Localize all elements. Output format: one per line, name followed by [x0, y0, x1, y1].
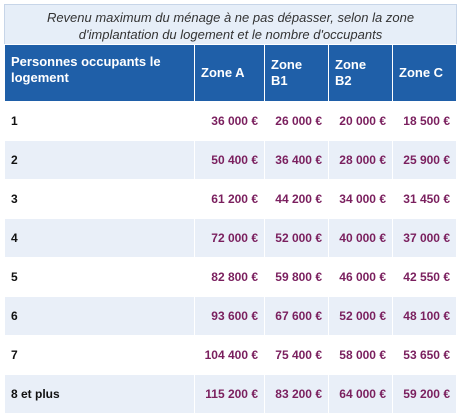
cell-zone-a: 104 400 € [194, 335, 265, 375]
cell-zone-b2: 20 000 € [328, 101, 393, 141]
row-persons: 6 [4, 296, 195, 336]
cell-zone-b1: 67 600 € [264, 296, 329, 336]
cell-zone-c: 25 900 € [392, 140, 457, 180]
income-limits-table: Revenu maximum du ménage à ne pas dépass… [4, 4, 457, 414]
cell-zone-c: 37 000 € [392, 218, 457, 258]
table-row: 8 et plus 115 200 € 83 200 € 64 000 € 59… [4, 374, 457, 414]
header-zone-a: Zone A [194, 44, 265, 102]
cell-zone-a: 61 200 € [194, 179, 265, 219]
cell-zone-b2: 46 000 € [328, 257, 393, 297]
cell-zone-c: 42 550 € [392, 257, 457, 297]
table-row: 3 61 200 € 44 200 € 34 000 € 31 450 € [4, 179, 457, 219]
header-persons: Personnes occupants le logement [4, 44, 195, 102]
header-zone-b1: Zone B1 [264, 44, 329, 102]
cell-zone-b1: 75 400 € [264, 335, 329, 375]
cell-zone-b2: 34 000 € [328, 179, 393, 219]
table-row: 2 50 400 € 36 400 € 28 000 € 25 900 € [4, 140, 457, 180]
cell-zone-b1: 59 800 € [264, 257, 329, 297]
row-persons: 5 [4, 257, 195, 297]
row-persons: 8 et plus [4, 374, 195, 414]
row-persons: 2 [4, 140, 195, 180]
row-persons: 3 [4, 179, 195, 219]
cell-zone-c: 53 650 € [392, 335, 457, 375]
cell-zone-b2: 58 000 € [328, 335, 393, 375]
cell-zone-b1: 36 400 € [264, 140, 329, 180]
row-persons: 7 [4, 335, 195, 375]
row-persons: 4 [4, 218, 195, 258]
cell-zone-b1: 52 000 € [264, 218, 329, 258]
table-caption: Revenu maximum du ménage à ne pas dépass… [4, 4, 457, 44]
cell-zone-a: 36 000 € [194, 101, 265, 141]
row-persons: 1 [4, 101, 195, 141]
cell-zone-c: 31 450 € [392, 179, 457, 219]
cell-zone-c: 59 200 € [392, 374, 457, 414]
cell-zone-a: 82 800 € [194, 257, 265, 297]
table-row: 4 72 000 € 52 000 € 40 000 € 37 000 € [4, 218, 457, 258]
cell-zone-a: 50 400 € [194, 140, 265, 180]
header-zone-c: Zone C [392, 44, 457, 102]
cell-zone-b2: 28 000 € [328, 140, 393, 180]
cell-zone-b1: 26 000 € [264, 101, 329, 141]
cell-zone-c: 48 100 € [392, 296, 457, 336]
cell-zone-b2: 40 000 € [328, 218, 393, 258]
table-row: 1 36 000 € 26 000 € 20 000 € 18 500 € [4, 101, 457, 141]
table-row: 7 104 400 € 75 400 € 58 000 € 53 650 € [4, 335, 457, 375]
header-zone-b2: Zone B2 [328, 44, 393, 102]
cell-zone-b1: 44 200 € [264, 179, 329, 219]
cell-zone-a: 115 200 € [194, 374, 265, 414]
table-row: 5 82 800 € 59 800 € 46 000 € 42 550 € [4, 257, 457, 297]
cell-zone-b2: 52 000 € [328, 296, 393, 336]
table-row: 6 93 600 € 67 600 € 52 000 € 48 100 € [4, 296, 457, 336]
cell-zone-b2: 64 000 € [328, 374, 393, 414]
cell-zone-a: 72 000 € [194, 218, 265, 258]
cell-zone-c: 18 500 € [392, 101, 457, 141]
header-row: Personnes occupants le logement Zone A Z… [4, 44, 457, 102]
cell-zone-a: 93 600 € [194, 296, 265, 336]
cell-zone-b1: 83 200 € [264, 374, 329, 414]
